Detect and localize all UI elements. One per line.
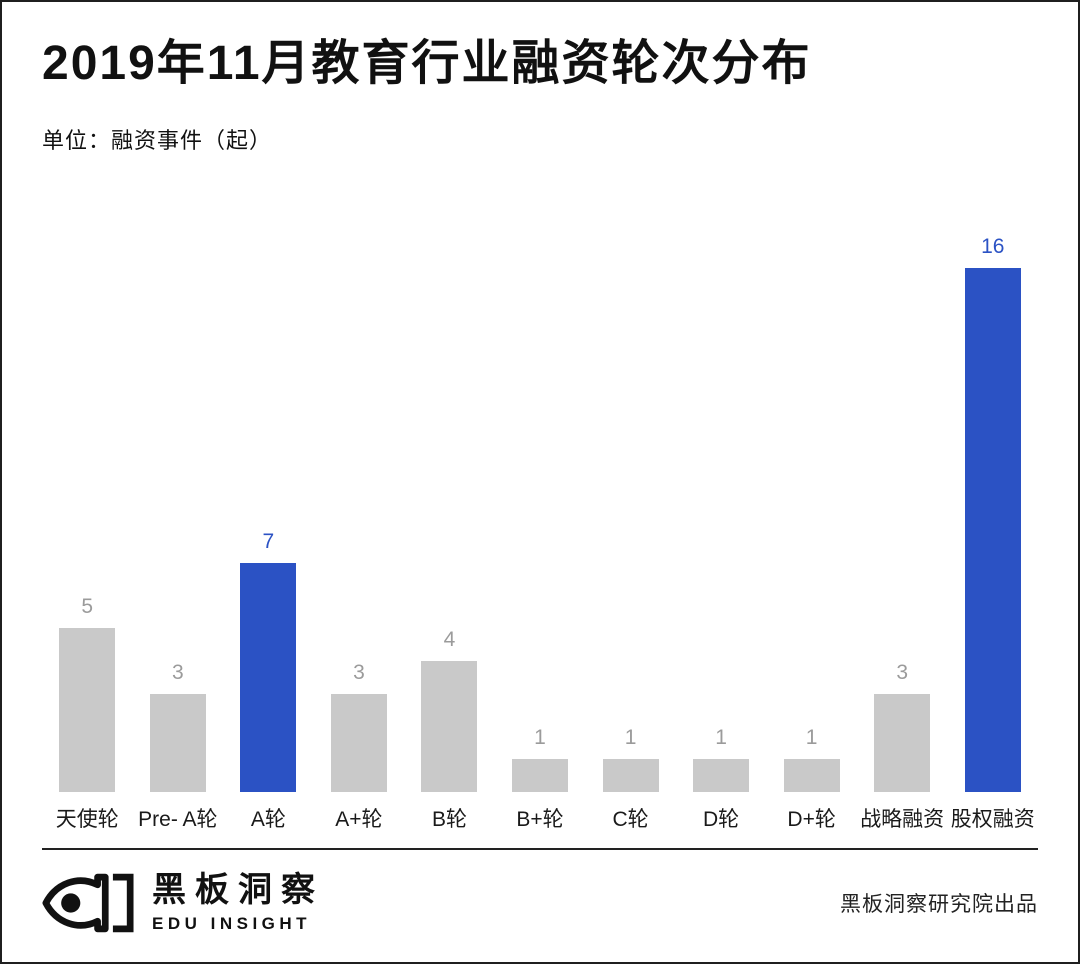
bar [149,693,206,792]
bar-column: 3 A+轮 [314,660,405,833]
credit-text: 黑板洞察研究院出品 [840,892,1038,916]
category-label: Pre- A轮 [138,807,218,831]
category-label: 股权融资 [950,807,1035,831]
brand: 黑板洞察 EDU INSIGHT [42,870,324,934]
category-label: A轮 [250,807,286,831]
bar [59,627,116,792]
chart-title: 2019年11月教育行业融资轮次分布 [42,37,812,90]
header: 2019年11月教育行业融资轮次分布 单位：融资事件（起） [42,36,1038,155]
unit-label: 单位：融资事件（起） [42,128,273,154]
bar [783,758,840,792]
bar-value-label: 1 [715,726,727,750]
bar [240,562,297,792]
brand-text: 黑板洞察 EDU INSIGHT [152,870,324,934]
bar-value-label: 5 [81,595,94,619]
bar-value-label: 3 [896,661,909,685]
bar-chart: 5 天使轮 3 Pre- A轮 7 A轮 3 A+轮 4 B轮 1 B+轮 1 C轮 1 D轮 1 D+轮 3 战略融… [42,163,1038,833]
footer: 黑板洞察 EDU INSIGHT 黑板洞察研究院出品 [42,850,1038,934]
bar-column: 7 A轮 [223,529,314,833]
bar-column: 5 天使轮 [42,594,133,833]
logo-pupil [61,893,81,913]
bar [964,267,1021,792]
edu-insight-logo-icon [42,873,134,933]
category-label: B+轮 [516,807,564,831]
category-label: D轮 [703,807,740,831]
bar [330,693,387,792]
bar-value-label: 3 [171,661,184,685]
bar-column: 1 C轮 [585,725,676,833]
bar-value-label: 1 [534,726,546,750]
bar-value-label: 1 [805,726,818,750]
category-label: 战略融资 [860,807,945,831]
bar-column: 3 战略融资 [857,660,948,833]
bar [874,693,931,792]
bar-column: 4 B轮 [404,627,495,833]
bar-value-label: 7 [262,530,275,554]
bar-value-label: 16 [981,235,1005,259]
footer-divider [42,847,1038,850]
bar-value-label: 4 [443,628,456,652]
category-label: A+轮 [335,807,383,831]
category-label: 天使轮 [55,807,119,831]
bar-column: 1 D+轮 [766,725,857,833]
bar-column: 1 B+轮 [495,725,586,833]
bar [512,758,568,792]
bar [602,758,659,792]
bar [421,660,478,792]
brand-subtitle: EDU INSIGHT [152,914,312,933]
bar-value-label: 1 [624,726,637,750]
category-label: C轮 [612,807,649,831]
bar-value-label: 3 [353,661,365,685]
bar-column: 1 D轮 [676,725,767,833]
bar-column: 16 股权融资 [947,234,1038,833]
bar [693,758,750,792]
category-label: B轮 [431,807,467,831]
brand-name: 黑板洞察 [152,870,324,909]
bar-column: 3 Pre- A轮 [133,660,224,833]
category-label: D+轮 [787,807,836,831]
